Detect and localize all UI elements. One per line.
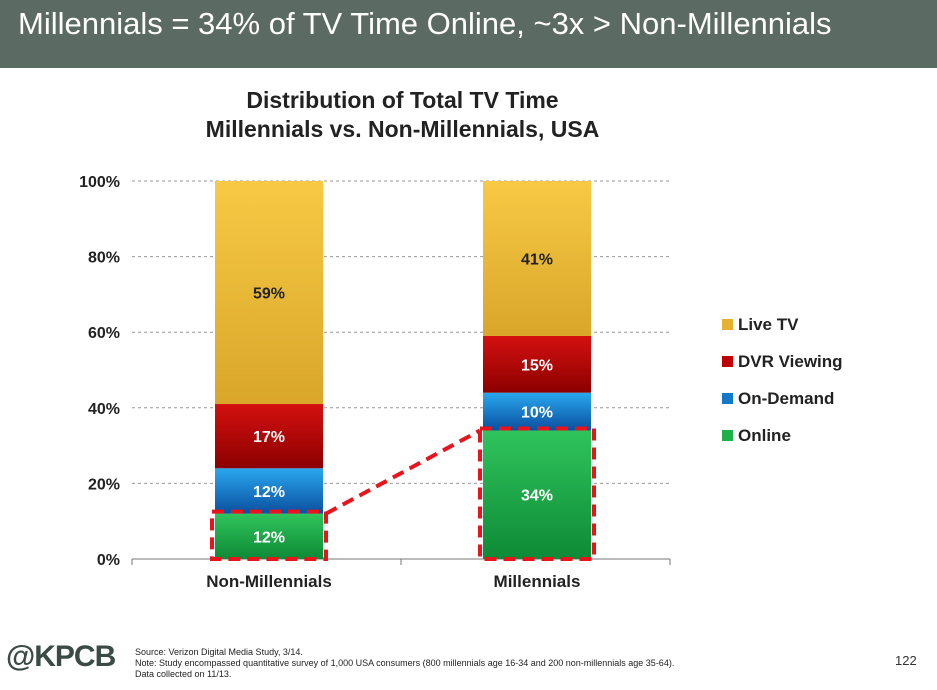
bar-segment-live-tv xyxy=(483,181,591,336)
y-tick-label: 20% xyxy=(88,476,120,493)
bar-segment-online xyxy=(215,513,323,559)
data-label: 41% xyxy=(521,251,553,268)
collection-line: Data collected on 11/13. xyxy=(135,669,232,679)
source-line: Source: Verizon Digital Media Study, 3/1… xyxy=(135,647,303,657)
annotation-layer xyxy=(210,426,596,562)
bar-segment-dvr-viewing xyxy=(215,404,323,469)
kpcb-logo: @KPCB xyxy=(6,640,116,673)
y-tick-label: 40% xyxy=(88,401,120,418)
y-tick-label: 100% xyxy=(79,174,120,191)
connector-dashed-line xyxy=(325,428,481,516)
data-label: 17% xyxy=(253,429,285,446)
bar-segment-live-tv xyxy=(215,181,323,405)
note-line: Note: Study encompassed quantitative sur… xyxy=(135,658,675,668)
source-note: Source: Verizon Digital Media Study, 3/1… xyxy=(135,647,674,680)
legend-label: DVR Viewing xyxy=(738,351,843,371)
y-tick-label: 60% xyxy=(88,325,120,342)
bars-layer xyxy=(215,181,591,559)
legend-swatch xyxy=(722,319,733,330)
chart-title-line1: Distribution of Total TV Time xyxy=(246,87,559,113)
data-label: 15% xyxy=(521,357,553,374)
legend-swatch xyxy=(722,356,733,367)
chart-title: Distribution of Total TV Time Millennial… xyxy=(120,86,685,144)
chart-title-line2: Millennials vs. Non-Millennials, USA xyxy=(205,116,600,142)
data-label: 59% xyxy=(253,286,285,303)
legend-swatch xyxy=(722,393,733,404)
y-tick-label: 0% xyxy=(97,552,120,569)
legend-item: Online xyxy=(722,417,843,454)
online-highlight-box xyxy=(478,426,596,562)
legend-label: Online xyxy=(738,425,791,445)
legend-item: On-Demand xyxy=(722,380,843,417)
legend-item: Live TV xyxy=(722,306,843,343)
x-category-label: Non-Millennials xyxy=(206,572,332,591)
online-highlight-box xyxy=(210,509,328,562)
legend-label: Live TV xyxy=(738,314,799,334)
bar-segment-dvr-viewing xyxy=(483,335,591,393)
legend-label: On-Demand xyxy=(738,388,835,408)
y-tick-label: 80% xyxy=(88,250,120,267)
x-category-label: Millennials xyxy=(494,572,581,591)
bar-segment-online xyxy=(483,430,591,559)
page-number: 122 xyxy=(895,653,917,668)
legend-item: DVR Viewing xyxy=(722,343,843,380)
data-label: 10% xyxy=(521,405,553,422)
legend-swatch xyxy=(722,430,733,441)
slide-headline: Millennials = 34% of TV Time Online, ~3x… xyxy=(0,0,937,68)
data-label: 34% xyxy=(521,488,553,505)
bar-segment-on-demand xyxy=(215,468,323,514)
data-label: 12% xyxy=(253,484,285,501)
legend: Live TV DVR Viewing On-Demand Online xyxy=(722,306,843,454)
labels-layer: 0% 20% 40% 60% 80% 100% 12% 12% 17% 59% Non-Millen… xyxy=(79,174,580,591)
data-label: 12% xyxy=(253,529,285,546)
bar-segment-on-demand xyxy=(483,392,591,431)
